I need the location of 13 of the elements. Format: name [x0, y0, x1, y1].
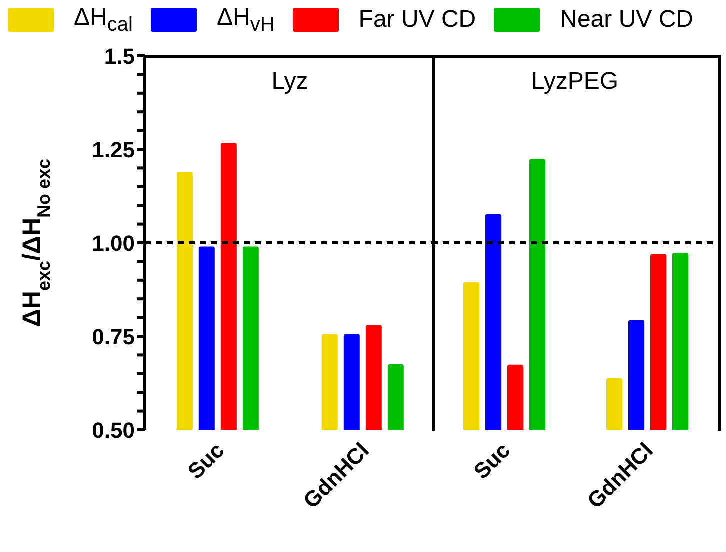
- text: Lyz: [270, 68, 310, 96]
- legend-label: Far UV CD: [358, 6, 476, 34]
- legend-label: ΔH$_{vH}$: [216, 4, 275, 37]
- x-tick-label: Suc: [468, 438, 516, 484]
- y-tick-label: 0.75: [92, 324, 135, 350]
- y-tick-label: 0.50: [92, 418, 135, 443]
- legend-label: Near UV CD: [560, 6, 694, 34]
- legend-label: ΔH$_{cal}$: [74, 4, 133, 37]
- text: LyzPEG: [530, 68, 620, 96]
- x-tick-label: Suc: [182, 438, 230, 484]
- y-tick-label: 1.5: [104, 44, 135, 69]
- y-tick-label: 1.25: [92, 137, 135, 162]
- y-tick-label: 1.00: [92, 230, 135, 256]
